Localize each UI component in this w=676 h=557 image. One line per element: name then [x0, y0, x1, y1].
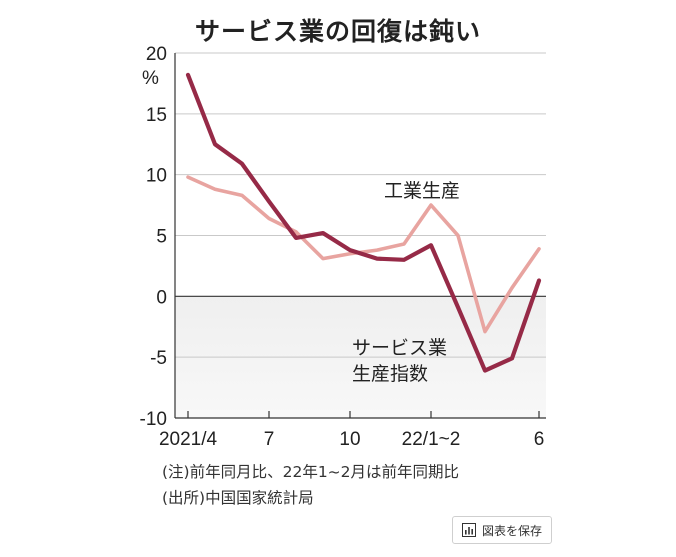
series-label-industrial: 工業生産: [384, 180, 460, 202]
series-label-services: 生産指数: [352, 363, 428, 385]
series-line-1: [186, 175, 541, 334]
y-unit-label: %: [142, 68, 159, 89]
chart-title: サービス業の回復は鈍い: [194, 17, 481, 46]
x-tick-label: 22/1~2: [402, 429, 461, 450]
y-tick-label: 0: [156, 287, 167, 308]
series-line-2: [185, 72, 542, 373]
x-tick-label: 2021/4: [159, 429, 218, 450]
y-tick-label: 15: [146, 105, 167, 126]
y-tick-label: -5: [150, 348, 167, 369]
y-tick-label: -10: [140, 409, 167, 430]
footnote: (注)前年同月比、22年1~2月は前年同期比: [162, 463, 460, 481]
y-tick-label: 5: [156, 227, 167, 248]
y-tick-label: 20: [146, 44, 167, 65]
source-note: (出所)中国国家統計局: [162, 489, 314, 507]
bar-chart-icon: [461, 523, 476, 537]
series-label-services: サービス業: [352, 337, 447, 359]
x-tick-label: 7: [264, 429, 275, 450]
save-chart-button[interactable]: 図表を保存: [452, 516, 552, 544]
x-tick-label: 10: [339, 429, 360, 450]
x-tick-label: 6: [534, 429, 545, 450]
y-tick-label: 10: [146, 166, 167, 187]
save-button-label: 図表を保存: [481, 523, 542, 538]
